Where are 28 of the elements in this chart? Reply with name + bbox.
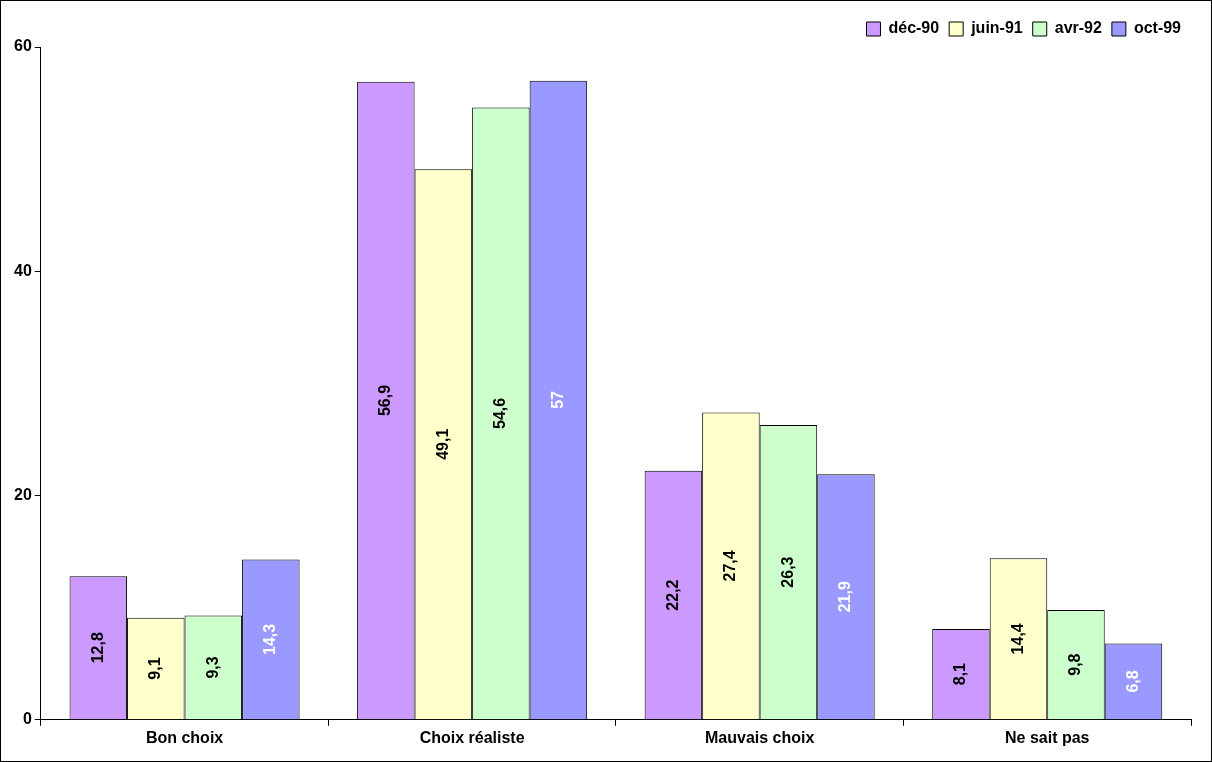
y-tick-label: 20 (14, 485, 32, 503)
data-label: 26,3 (778, 556, 796, 588)
data-label: 9,3 (203, 656, 221, 679)
x-tick-label: Mauvais choix (704, 728, 815, 746)
x-tick-label: Ne sait pas (1004, 728, 1090, 746)
data-label: 12,8 (88, 632, 106, 664)
data-label: 54,6 (491, 397, 509, 429)
data-label: 57 (548, 390, 566, 409)
data-label: 6,8 (1123, 670, 1141, 693)
data-label: 21,9 (836, 581, 854, 613)
y-tick-label: 0 (22, 710, 32, 728)
data-label: 14,4 (1008, 623, 1026, 655)
legend-label: oct-99 (1133, 19, 1182, 37)
data-label: 49,1 (433, 428, 451, 460)
x-tick-label: Bon choix (145, 728, 224, 746)
legend-label: déc-90 (888, 19, 940, 37)
y-tick-label: 60 (14, 37, 32, 55)
data-label: 27,4 (721, 550, 739, 582)
data-label: 14,3 (261, 623, 279, 655)
data-label: 56,9 (376, 384, 394, 417)
data-label: 22,2 (663, 579, 681, 611)
x-tick-label: Choix réaliste (419, 728, 525, 746)
y-tick-label: 40 (14, 261, 32, 279)
data-label: 9,1 (146, 657, 164, 680)
data-label: 9,8 (1066, 653, 1084, 676)
data-label: 8,1 (951, 662, 969, 686)
legend-label: avr-92 (1054, 19, 1102, 37)
legend-label: juin-91 (970, 19, 1023, 37)
